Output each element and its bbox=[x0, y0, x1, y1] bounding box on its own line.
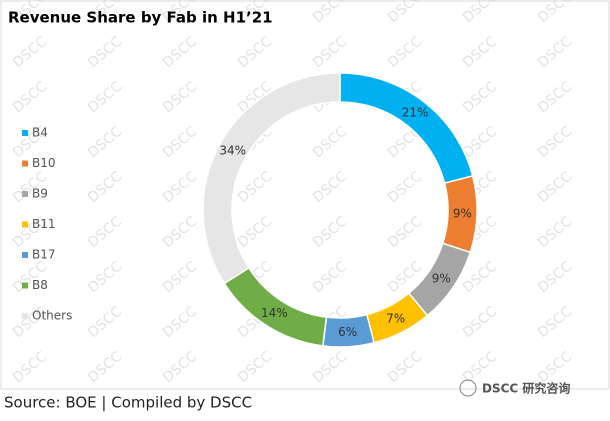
legend-swatch bbox=[22, 191, 28, 197]
brand-label: DSCC 研究咨询 bbox=[482, 381, 570, 396]
watermark: DSCC bbox=[85, 349, 125, 387]
watermark: DSCC bbox=[310, 259, 350, 297]
legend-swatch bbox=[22, 283, 28, 289]
watermark: DSCC bbox=[535, 79, 575, 117]
watermark: DSCC bbox=[85, 169, 125, 207]
watermark: DSCC bbox=[310, 169, 350, 207]
legend-swatch bbox=[22, 313, 28, 319]
data-label: 14% bbox=[261, 306, 288, 320]
watermark: DSCC bbox=[235, 169, 275, 207]
watermark: DSCC bbox=[385, 169, 425, 207]
watermark: DSCC bbox=[10, 79, 50, 117]
watermark: DSCC bbox=[160, 304, 200, 342]
watermark: DSCC bbox=[385, 0, 425, 26]
watermark: DSCC bbox=[160, 34, 200, 72]
watermark: DSCC bbox=[310, 349, 350, 387]
watermark: DSCC bbox=[85, 79, 125, 117]
watermark: DSCC bbox=[160, 169, 200, 207]
data-label: 21% bbox=[402, 106, 429, 120]
watermark: DSCC bbox=[85, 214, 125, 252]
legend-label: B17 bbox=[32, 248, 56, 262]
watermark: DSCC bbox=[460, 0, 500, 26]
legend-label: B10 bbox=[32, 156, 56, 170]
data-label: 7% bbox=[386, 312, 405, 326]
data-label: 9% bbox=[432, 271, 451, 285]
watermark: DSCC bbox=[460, 304, 500, 342]
legend-label: B4 bbox=[32, 126, 48, 140]
watermark: DSCC bbox=[85, 259, 125, 297]
legend-swatch bbox=[22, 161, 28, 167]
watermark: DSCC bbox=[310, 124, 350, 162]
legend-label: B11 bbox=[32, 217, 56, 231]
watermark: DSCC bbox=[160, 79, 200, 117]
watermark: DSCC bbox=[310, 214, 350, 252]
data-label: 6% bbox=[338, 325, 357, 339]
watermark: DSCC bbox=[235, 34, 275, 72]
watermark: DSCC bbox=[535, 169, 575, 207]
watermark: DSCC bbox=[10, 349, 50, 387]
watermark: DSCC bbox=[460, 34, 500, 72]
watermark: DSCC bbox=[460, 79, 500, 117]
watermark: DSCC bbox=[535, 124, 575, 162]
watermark: DSCC bbox=[85, 34, 125, 72]
watermark: DSCC bbox=[535, 214, 575, 252]
watermark: DSCC bbox=[310, 34, 350, 72]
source-note: Source: BOE | Compiled by DSCC bbox=[4, 394, 252, 412]
legend-swatch bbox=[22, 252, 28, 258]
watermark: DSCC bbox=[535, 259, 575, 297]
watermark: DSCC bbox=[535, 34, 575, 72]
watermark: DSCC bbox=[535, 0, 575, 26]
watermark: DSCC bbox=[535, 304, 575, 342]
donut-slice bbox=[340, 73, 473, 183]
data-label: 34% bbox=[219, 143, 246, 157]
watermark: DSCC bbox=[10, 34, 50, 72]
watermark: DSCC bbox=[160, 214, 200, 252]
watermark: DSCC bbox=[85, 304, 125, 342]
watermark: DSCC bbox=[535, 349, 575, 387]
watermark: DSCC bbox=[235, 214, 275, 252]
legend-label: B8 bbox=[32, 278, 48, 292]
legend-swatch bbox=[22, 130, 28, 136]
legend-label: Others bbox=[32, 309, 72, 323]
chart-title: Revenue Share by Fab in H1’21 bbox=[8, 9, 273, 27]
watermark: DSCC bbox=[310, 0, 350, 26]
data-label: 9% bbox=[453, 206, 472, 220]
watermark: DSCC bbox=[160, 259, 200, 297]
watermark: DSCC bbox=[160, 349, 200, 387]
watermark: DSCC bbox=[385, 214, 425, 252]
watermark: DSCC bbox=[235, 349, 275, 387]
watermark: DSCC bbox=[160, 124, 200, 162]
watermark: DSCC bbox=[85, 124, 125, 162]
legend-label: B9 bbox=[32, 187, 48, 201]
watermark: DSCC bbox=[385, 34, 425, 72]
legend-swatch bbox=[22, 222, 28, 228]
watermark: DSCC bbox=[385, 349, 425, 387]
